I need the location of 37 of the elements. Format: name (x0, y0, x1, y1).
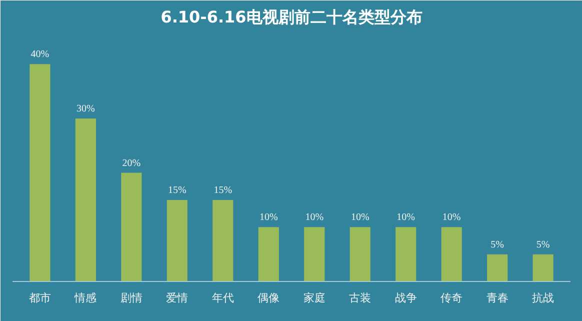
data-label: 10% (305, 212, 324, 224)
bar (75, 118, 96, 282)
bar (166, 200, 188, 282)
x-tick-label: 青春 (486, 292, 508, 304)
x-tick-label: 战争 (394, 292, 417, 304)
data-label: 5% (536, 239, 550, 250)
data-label: 30% (76, 103, 95, 114)
data-label: 15% (168, 184, 186, 196)
bar (212, 200, 234, 282)
bar (350, 227, 370, 282)
x-tick-label: 传奇 (440, 292, 463, 304)
x-tick-label: 家庭 (303, 292, 326, 304)
bar (532, 254, 554, 282)
chart-title: 6.10-6.16电视剧前二十名类型分布 (160, 8, 422, 26)
x-tick-label: 剧情 (120, 292, 142, 304)
data-label: 15% (214, 184, 232, 196)
bar (487, 254, 508, 282)
bar (304, 227, 325, 282)
data-label: 40% (30, 49, 50, 60)
data-label: 10% (350, 212, 370, 224)
bar (441, 227, 462, 282)
data-label: 20% (122, 158, 141, 169)
x-tick-label: 爱情 (166, 292, 188, 304)
bar (121, 172, 142, 282)
bar (30, 64, 50, 282)
data-label: 10% (259, 212, 278, 224)
x-tick-label: 古装 (349, 292, 372, 304)
data-label: 5% (490, 239, 504, 250)
x-tick-label: 年代 (212, 292, 234, 304)
x-tick-label: 偶像 (258, 292, 280, 304)
data-label: 10% (442, 212, 461, 224)
bar (258, 227, 279, 282)
bar (396, 227, 416, 282)
x-tick-label: 情感 (74, 292, 97, 304)
x-tick-label: 都市 (28, 292, 51, 304)
data-label: 10% (396, 212, 416, 224)
x-tick-label: 抗战 (532, 292, 554, 304)
